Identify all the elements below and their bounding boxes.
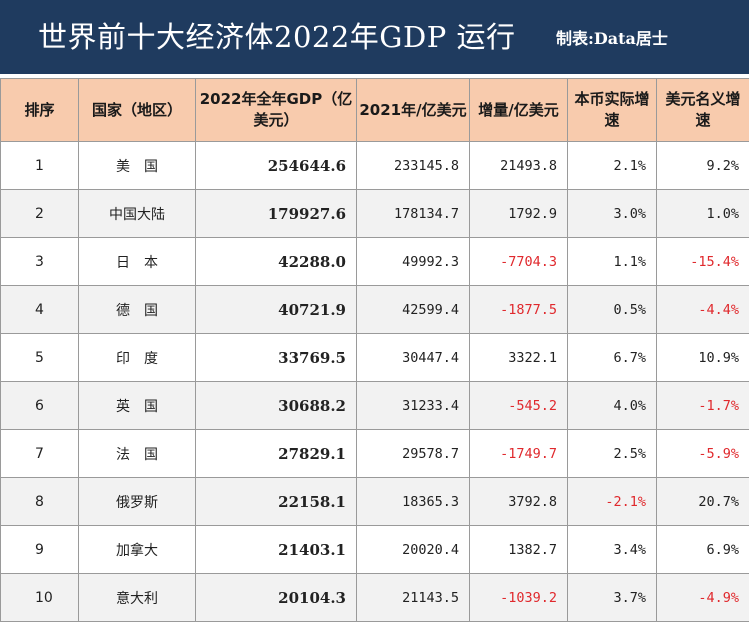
nominal-growth-cell: 1.0% <box>656 189 749 238</box>
table-row: 6 英 国 30688.2 31233.4 -545.2 4.0% -1.7% <box>0 381 749 430</box>
increase-cell: -7704.3 <box>469 237 568 286</box>
rank-cell: 6 <box>0 381 79 430</box>
increase-cell: 21493.8 <box>469 141 568 190</box>
increase-cell: -1877.5 <box>469 285 568 334</box>
table-header-row: 排序 国家（地区） 2022年全年GDP（亿美元） 2021年/亿美元 增量/亿… <box>0 78 749 142</box>
nominal-growth-cell: -4.4% <box>656 285 749 334</box>
real-growth-cell: 3.0% <box>567 189 657 238</box>
rank-cell: 9 <box>0 525 79 574</box>
increase-cell: 3792.8 <box>469 477 568 526</box>
real-growth-cell: 2.5% <box>567 429 657 478</box>
increase-cell: 1382.7 <box>469 525 568 574</box>
header-rank: 排序 <box>0 78 79 142</box>
increase-cell: 1792.9 <box>469 189 568 238</box>
header-gdp-2022: 2022年全年GDP（亿美元） <box>195 78 357 142</box>
nominal-growth-cell: 10.9% <box>656 333 749 382</box>
country-cell: 意大利 <box>78 573 196 622</box>
table-row: 8 俄罗斯 22158.1 18365.3 3792.8 -2.1% 20.7% <box>0 477 749 526</box>
table-row: 3 日 本 42288.0 49992.3 -7704.3 1.1% -15.4… <box>0 237 749 286</box>
gdp-2021-cell: 20020.4 <box>356 525 470 574</box>
gdp-2022-cell: 22158.1 <box>195 477 357 526</box>
country-cell: 日 本 <box>78 237 196 286</box>
increase-cell: -1039.2 <box>469 573 568 622</box>
gdp-2021-cell: 31233.4 <box>356 381 470 430</box>
header-nominal-growth: 美元名义增速 <box>656 78 749 142</box>
table-row: 9 加拿大 21403.1 20020.4 1382.7 3.4% 6.9% <box>0 525 749 574</box>
real-growth-cell: 6.7% <box>567 333 657 382</box>
real-growth-cell: 1.1% <box>567 237 657 286</box>
country-cell: 印 度 <box>78 333 196 382</box>
real-growth-cell: -2.1% <box>567 477 657 526</box>
country-cell: 俄罗斯 <box>78 477 196 526</box>
rank-cell: 5 <box>0 333 79 382</box>
country-cell: 中国大陆 <box>78 189 196 238</box>
gdp-2021-cell: 49992.3 <box>356 237 470 286</box>
table-credit: 制表:Data居士 <box>556 29 668 48</box>
gdp-2022-cell: 33769.5 <box>195 333 357 382</box>
nominal-growth-cell: -15.4% <box>656 237 749 286</box>
table-row: 2 中国大陆 179927.6 178134.7 1792.9 3.0% 1.0… <box>0 189 749 238</box>
gdp-2022-cell: 179927.6 <box>195 189 357 238</box>
real-growth-cell: 0.5% <box>567 285 657 334</box>
table-row: 4 德 国 40721.9 42599.4 -1877.5 0.5% -4.4% <box>0 285 749 334</box>
real-growth-cell: 3.7% <box>567 573 657 622</box>
rank-cell: 8 <box>0 477 79 526</box>
header-increase: 增量/亿美元 <box>469 78 568 142</box>
header-real-growth: 本币实际增速 <box>567 78 657 142</box>
rank-cell: 10 <box>0 573 79 622</box>
real-growth-cell: 3.4% <box>567 525 657 574</box>
gdp-2021-cell: 178134.7 <box>356 189 470 238</box>
nominal-growth-cell: -4.9% <box>656 573 749 622</box>
page-title: 世界前十大经济体2022年GDP 运行 <box>38 20 516 54</box>
rank-cell: 3 <box>0 237 79 286</box>
country-cell: 法 国 <box>78 429 196 478</box>
increase-cell: -1749.7 <box>469 429 568 478</box>
gdp-2022-cell: 30688.2 <box>195 381 357 430</box>
gdp-2022-cell: 42288.0 <box>195 237 357 286</box>
gdp-2021-cell: 21143.5 <box>356 573 470 622</box>
nominal-growth-cell: 9.2% <box>656 141 749 190</box>
table-row: 7 法 国 27829.1 29578.7 -1749.7 2.5% -5.9% <box>0 429 749 478</box>
nominal-growth-cell: 6.9% <box>656 525 749 574</box>
rank-cell: 4 <box>0 285 79 334</box>
country-cell: 德 国 <box>78 285 196 334</box>
gdp-2022-cell: 40721.9 <box>195 285 357 334</box>
gdp-2022-cell: 254644.6 <box>195 141 357 190</box>
table-body: 1 美 国 254644.6 233145.8 21493.8 2.1% 9.2… <box>0 141 749 622</box>
rank-cell: 2 <box>0 189 79 238</box>
gdp-2021-cell: 29578.7 <box>356 429 470 478</box>
table-row: 10 意大利 20104.3 21143.5 -1039.2 3.7% -4.9… <box>0 573 749 622</box>
table-row: 1 美 国 254644.6 233145.8 21493.8 2.1% 9.2… <box>0 141 749 190</box>
gdp-table: 排序 国家（地区） 2022年全年GDP（亿美元） 2021年/亿美元 增量/亿… <box>0 78 749 622</box>
gdp-2022-cell: 20104.3 <box>195 573 357 622</box>
gdp-2021-cell: 30447.4 <box>356 333 470 382</box>
increase-cell: 3322.1 <box>469 333 568 382</box>
nominal-growth-cell: 20.7% <box>656 477 749 526</box>
real-growth-cell: 4.0% <box>567 381 657 430</box>
country-cell: 加拿大 <box>78 525 196 574</box>
increase-cell: -545.2 <box>469 381 568 430</box>
gdp-2021-cell: 18365.3 <box>356 477 470 526</box>
title-bar: 世界前十大经济体2022年GDP 运行 制表:Data居士 <box>0 0 749 74</box>
country-cell: 美 国 <box>78 141 196 190</box>
nominal-growth-cell: -5.9% <box>656 429 749 478</box>
country-cell: 英 国 <box>78 381 196 430</box>
gdp-2022-cell: 27829.1 <box>195 429 357 478</box>
gdp-2021-cell: 233145.8 <box>356 141 470 190</box>
nominal-growth-cell: -1.7% <box>656 381 749 430</box>
real-growth-cell: 2.1% <box>567 141 657 190</box>
header-gdp-2021: 2021年/亿美元 <box>356 78 470 142</box>
gdp-2021-cell: 42599.4 <box>356 285 470 334</box>
table-row: 5 印 度 33769.5 30447.4 3322.1 6.7% 10.9% <box>0 333 749 382</box>
rank-cell: 1 <box>0 141 79 190</box>
header-country: 国家（地区） <box>78 78 196 142</box>
gdp-2022-cell: 21403.1 <box>195 525 357 574</box>
rank-cell: 7 <box>0 429 79 478</box>
